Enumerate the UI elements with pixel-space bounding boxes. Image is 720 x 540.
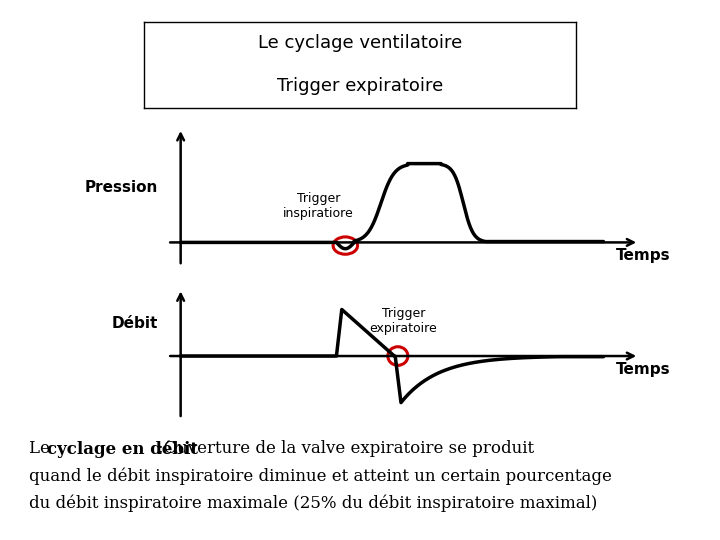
Text: Temps: Temps [616, 248, 671, 263]
Text: cyclage en débit: cyclage en débit [47, 440, 198, 457]
Text: Trigger
inspiratiore: Trigger inspiratiore [283, 192, 354, 220]
Text: quand le débit inspiratoire diminue et atteint un certain pourcentage: quand le débit inspiratoire diminue et a… [29, 467, 612, 484]
Text: Temps: Temps [616, 362, 671, 376]
Text: Pression: Pression [85, 180, 158, 195]
Text: Trigger expiratoire: Trigger expiratoire [277, 77, 443, 96]
Text: du débit inspiratoire maximale (25% du débit inspiratoire maximal): du débit inspiratoire maximale (25% du d… [29, 494, 597, 511]
Text: Trigger
expiratoire: Trigger expiratoire [369, 307, 437, 335]
Text: Le: Le [29, 440, 55, 457]
Text: Le cyclage ventilatoire: Le cyclage ventilatoire [258, 34, 462, 52]
Text: :Ouverture de la valve expiratoire se produit: :Ouverture de la valve expiratoire se pr… [158, 440, 534, 457]
Text: Débit: Débit [112, 316, 158, 331]
